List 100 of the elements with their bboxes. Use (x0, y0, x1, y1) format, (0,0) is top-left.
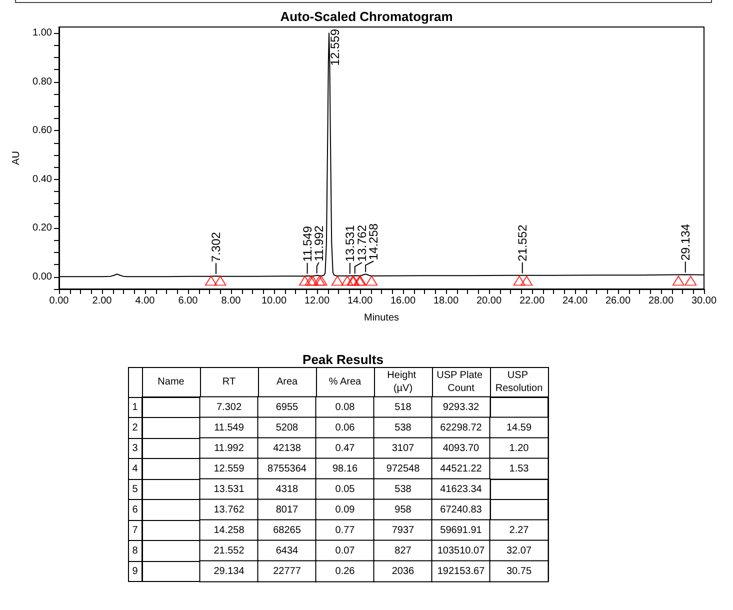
x-tick-label: USP Resolution (495, 370, 543, 394)
x-tick-label: 22.00 (519, 296, 545, 306)
x-tick-label: 10.00 (261, 296, 287, 306)
annotation: 21.552 (515, 224, 530, 262)
data-label: 538 (394, 484, 412, 495)
data-label: 4093.70 (442, 442, 480, 454)
data-label: 0.47 (335, 442, 356, 454)
y-tick-label: 0.20 (32, 222, 52, 234)
data-label: 8017 (276, 504, 299, 516)
data-label: 4318 (276, 484, 299, 495)
x-tick-label: USP Plate Count (436, 370, 486, 394)
y-tick-label: 2 (132, 422, 138, 434)
data-label: 518 (394, 402, 412, 413)
y-tick-label: 9 (132, 566, 138, 577)
data-label: 7.302 (216, 402, 242, 413)
data-label: 0.05 (335, 484, 356, 495)
x-tick-label: RT (222, 376, 236, 388)
data-label: 2036 (392, 566, 415, 577)
x-tick-label: 26.00 (605, 296, 631, 306)
x-tick-label: 16.00 (390, 296, 416, 306)
data-label: 30.75 (506, 566, 532, 577)
data-label: 32.07 (506, 545, 532, 556)
x-tick-label: 24.00 (562, 296, 588, 306)
data-label: 8755364 (268, 463, 307, 474)
data-label: 0.26 (335, 566, 356, 577)
data-label: 0.06 (335, 422, 356, 434)
data-label: 958 (394, 504, 412, 516)
x-tick-label: 28.00 (648, 296, 674, 306)
y-tick-label: 7 (132, 524, 138, 536)
x-tick-label: Area (276, 376, 298, 388)
data-label: 67240.83 (440, 504, 482, 516)
data-label: 13.531 (214, 484, 245, 495)
x-tick-label: 6.00 (178, 296, 198, 306)
annotation: 7.302 (208, 232, 223, 262)
data-label: 41623.34 (440, 484, 482, 495)
data-label: 6955 (276, 402, 299, 413)
data-label: 1.53 (509, 463, 530, 474)
data-label: 1.20 (509, 442, 530, 454)
y-tick-label: 1.00 (32, 28, 52, 39)
annotation: 13.531 (342, 224, 357, 262)
x-tick-label: % Area (328, 376, 362, 388)
data-label: 98.16 (332, 463, 358, 474)
data-label: 0.77 (335, 524, 356, 536)
x-tick-label: 14.00 (347, 296, 373, 306)
data-label: 192153.67 (437, 566, 486, 577)
y-tick-label: 5 (132, 484, 138, 495)
y-tick-label: 1 (132, 402, 138, 413)
x-axis-title: Minutes (364, 312, 400, 324)
x-tick-label: 20.00 (476, 296, 502, 306)
data-label: 59691.91 (440, 524, 482, 536)
x-tick-label: 4.00 (135, 296, 156, 306)
x-tick-label: 30.00 (691, 296, 717, 306)
annotation: 14.258 (366, 223, 381, 260)
chart-title: Peak Results (302, 352, 384, 367)
annotation: 11.549 (300, 226, 314, 262)
data-label: 0.09 (335, 504, 356, 516)
y-tick-label: 8 (132, 545, 138, 556)
data-label: 7937 (392, 524, 415, 536)
data-label: 12.559 (214, 463, 245, 474)
x-tick-label: 2.00 (92, 296, 112, 306)
data-label: 0.07 (335, 545, 356, 556)
x-tick-label: 18.00 (433, 296, 459, 306)
y-tick-label: 0.60 (32, 125, 52, 136)
x-tick-label: 8.00 (221, 296, 242, 306)
y-tick-label: 0.00 (32, 271, 52, 282)
annotation: 13.762 (354, 224, 369, 262)
data-label: 5208 (276, 422, 299, 434)
data-label: 103510.07 (437, 545, 486, 556)
data-label: 42138 (273, 442, 302, 454)
data-label: 9293.32 (442, 402, 480, 413)
data-label: 13.762 (214, 504, 245, 516)
chart-title: Auto-Scaled Chromatogram (280, 9, 453, 24)
x-tick-label: Name (158, 376, 185, 388)
data-label: 6434 (276, 545, 299, 556)
data-label: 827 (394, 545, 412, 556)
data-label: 14.59 (506, 422, 532, 434)
data-label: 44521.22 (440, 463, 482, 474)
data-label: 22777 (273, 566, 302, 577)
y-tick-label: 6 (132, 504, 138, 516)
data-label: 538 (394, 422, 412, 434)
data-label: 11.549 (214, 422, 244, 434)
annotation: 12.559 (328, 28, 342, 66)
x-tick-label: 0.00 (49, 296, 70, 306)
data-label: 21.552 (214, 545, 245, 556)
y-tick-label: 0.40 (32, 174, 52, 185)
annotation: 29.134 (678, 224, 692, 261)
y-tick-label: 4 (132, 463, 138, 474)
data-label: 62298.72 (440, 422, 482, 434)
x-tick-label: 12.00 (304, 296, 330, 306)
y-tick-label: 0.80 (32, 76, 52, 88)
data-label: 14.258 (214, 524, 245, 536)
data-label: 972548 (386, 463, 420, 474)
annotation: 11.992 (312, 225, 326, 262)
data-label: 2.27 (509, 524, 530, 536)
y-axis-title: AU (11, 151, 22, 165)
x-tick-label: Height (µV) (387, 370, 419, 394)
data-label: 29.134 (214, 566, 245, 577)
data-label: 3107 (392, 442, 415, 454)
y-tick-label: 3 (132, 442, 138, 454)
data-label: 68265 (273, 524, 302, 536)
